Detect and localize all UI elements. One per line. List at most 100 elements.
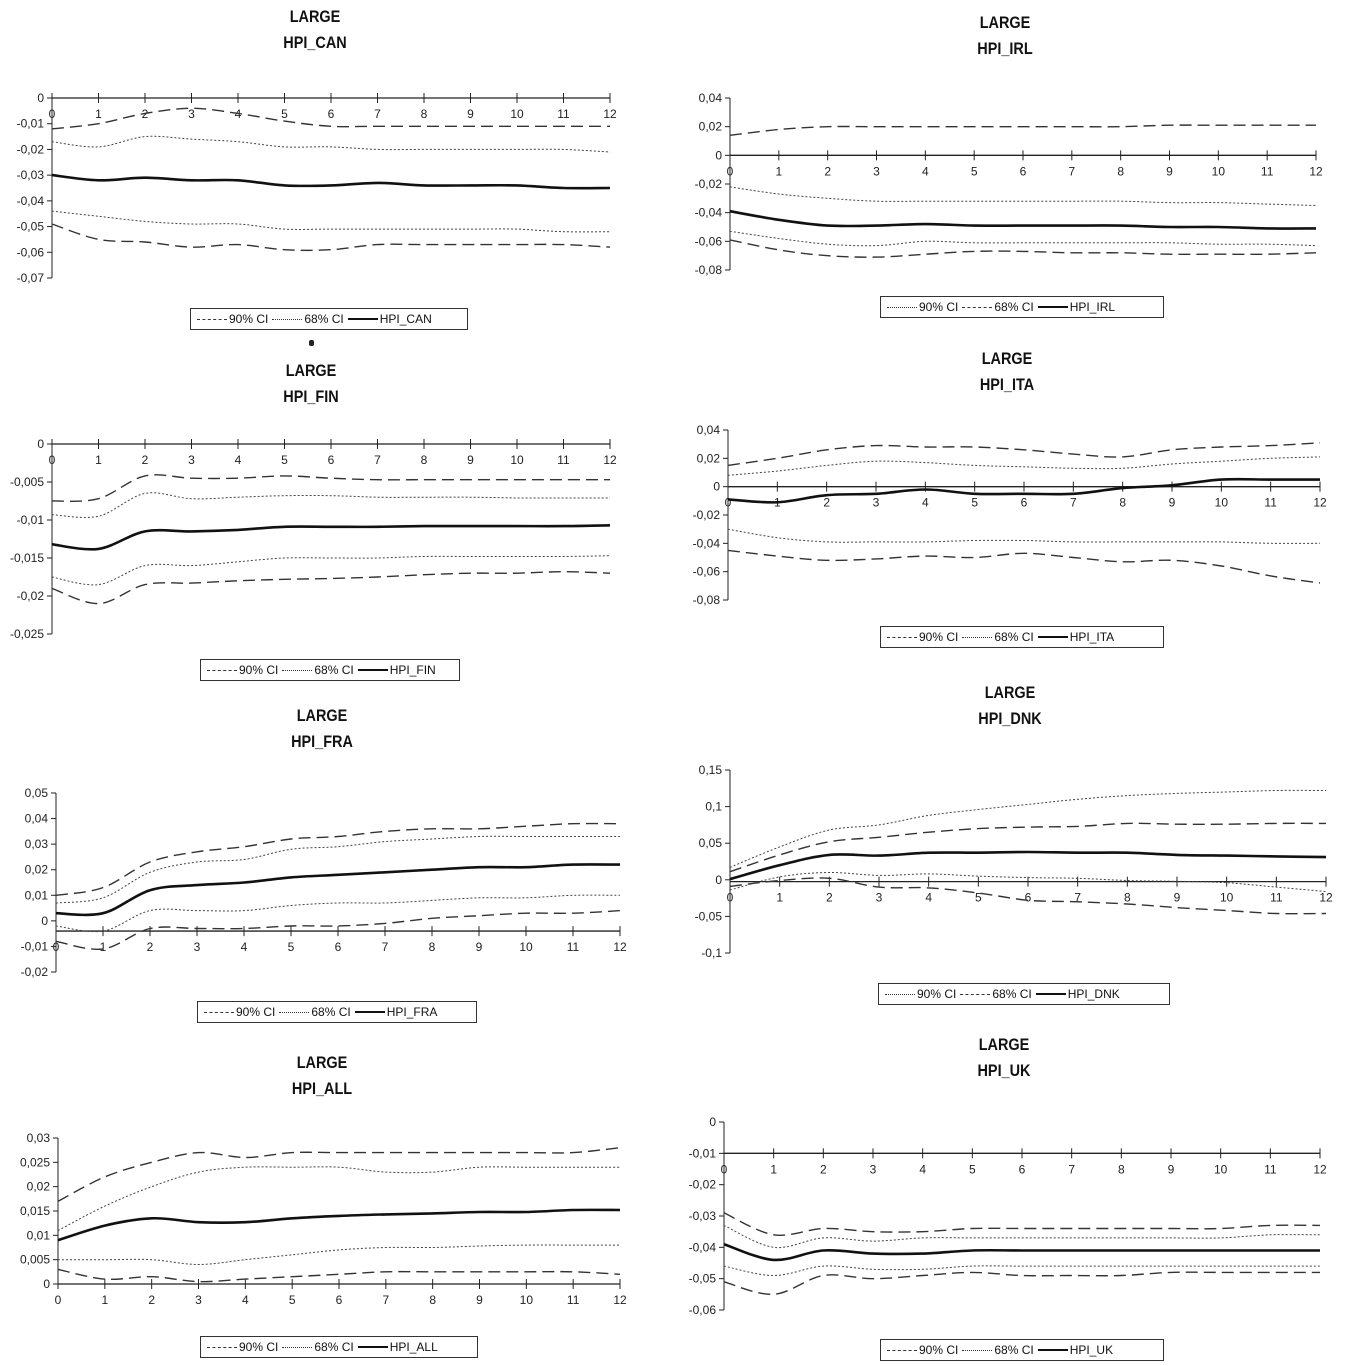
- series-line-dot-1: [55, 835, 620, 904]
- legend-swatch: [357, 1346, 388, 1348]
- series-line-dot-3: [51, 210, 611, 233]
- y-tick-label: -0,02: [17, 589, 45, 603]
- series-line-dot-3: [723, 1265, 1320, 1277]
- x-tick-label: 8: [429, 1293, 436, 1307]
- chart-title-line-2: HPI_UK: [977, 1061, 1031, 1080]
- x-tick-label: 10: [1215, 496, 1229, 510]
- x-tick-label: 6: [328, 453, 335, 467]
- legend-swatch: [197, 318, 227, 320]
- x-tick-label: 2: [147, 940, 154, 954]
- x-tick-label: 9: [476, 940, 483, 954]
- chart-title: LARGE HPI_CAN: [188, 4, 443, 56]
- chart-legend: 90% CI 68% CI HPI_IRL: [880, 296, 1164, 318]
- x-tick-label: 9: [1166, 164, 1173, 178]
- series-line-dash-0: [729, 124, 1316, 136]
- x-tick-label: 12: [603, 107, 617, 121]
- x-tick-label: 0: [727, 891, 734, 905]
- legend-swatch: [1037, 636, 1068, 638]
- x-tick-label: 11: [1264, 1162, 1277, 1176]
- legend-swatch: [962, 1349, 993, 1351]
- y-tick-label: -0,06: [689, 1303, 717, 1317]
- legend-item: 68% CI: [960, 987, 1032, 1001]
- x-tick-label: 11: [1264, 496, 1277, 510]
- legend-swatch: [1037, 1349, 1068, 1351]
- legend-label: 68% CI: [994, 630, 1034, 644]
- x-tick-label: 2: [826, 891, 833, 905]
- x-tick-label: 2: [820, 1162, 827, 1176]
- x-tick-label: 3: [870, 1162, 877, 1176]
- y-tick-label: 0,04: [25, 812, 49, 826]
- x-tick-label: 8: [1119, 496, 1126, 510]
- series-line-dash-4: [51, 223, 611, 252]
- y-tick-label: 0: [709, 1115, 716, 1129]
- x-tick-label: 0: [55, 1293, 62, 1307]
- y-tick-label: 0,005: [20, 1253, 50, 1267]
- series-line-dash-4: [57, 1268, 621, 1283]
- x-tick-label: 4: [235, 107, 242, 121]
- x-tick-label: 1: [101, 1293, 108, 1307]
- x-tick-label: 1: [100, 940, 107, 954]
- y-tick-label: -0,06: [693, 565, 721, 579]
- x-tick-label: 8: [421, 107, 428, 121]
- series-line-dash-0: [727, 442, 1321, 467]
- y-tick-label: 0,01: [27, 1228, 51, 1242]
- legend-item: 68% CI: [282, 1340, 354, 1354]
- x-tick-label: 10: [1220, 891, 1234, 905]
- x-tick-label: 12: [603, 453, 617, 467]
- y-tick-label: 0,03: [25, 837, 49, 851]
- series-line-dash-0: [51, 107, 610, 130]
- y-tick-label: 0,015: [20, 1204, 50, 1218]
- series-line-dash-4: [51, 570, 611, 605]
- legend-item: 90% CI: [204, 1005, 275, 1019]
- x-tick-label: 11: [567, 940, 580, 954]
- x-tick-label: 7: [382, 1293, 389, 1307]
- legend-swatch: [1035, 993, 1066, 995]
- stray-dot-mark: [309, 340, 314, 346]
- x-tick-label: 12: [1313, 1162, 1327, 1176]
- series-line-dot-1: [57, 1166, 620, 1231]
- y-tick-label: -0,03: [689, 1209, 717, 1223]
- chart-title-line-2: HPI_DNK: [978, 709, 1042, 728]
- x-tick-label: 6: [1025, 891, 1032, 905]
- legend-label: 90% CI: [919, 630, 959, 644]
- chart-title-line-2: HPI_IRL: [977, 39, 1033, 58]
- series-line-dash-4: [723, 1271, 1320, 1296]
- chart-title-line-1: LARGE: [978, 1035, 1030, 1054]
- x-tick-label: 12: [1313, 496, 1327, 510]
- y-tick-label: -0,06: [17, 245, 45, 259]
- legend-swatch: [960, 993, 991, 995]
- x-tick-label: 12: [613, 940, 627, 954]
- x-tick-label: 9: [467, 107, 474, 121]
- series-line-solid-2: [51, 173, 611, 190]
- y-tick-label: -0,015: [10, 551, 44, 565]
- x-tick-label: 3: [873, 496, 880, 510]
- legend-item: 90% CI: [207, 1340, 278, 1354]
- x-tick-label: 5: [971, 164, 978, 178]
- legend-label: 90% CI: [239, 663, 279, 677]
- y-tick-label: 0,04: [699, 91, 723, 105]
- y-tick-label: 0: [715, 873, 722, 887]
- x-tick-label: 11: [567, 1293, 580, 1307]
- y-tick-label: 0: [713, 480, 720, 494]
- series-line-dash-4: [55, 909, 621, 951]
- y-tick-label: -0,07: [17, 271, 45, 285]
- x-tick-label: 1: [775, 164, 782, 178]
- x-tick-label: 2: [148, 1293, 155, 1307]
- series-line-solid-2: [55, 863, 621, 917]
- x-tick-label: 3: [195, 1293, 202, 1307]
- legend-label: 68% CI: [994, 300, 1034, 314]
- legend-label: 90% CI: [919, 300, 959, 314]
- legend-item: HPI_FRA: [354, 1005, 437, 1019]
- series-line-dash-0: [57, 1147, 621, 1202]
- x-tick-label: 6: [336, 1293, 343, 1307]
- y-tick-label: -0,05: [695, 909, 723, 923]
- y-tick-label: 0,1: [705, 800, 722, 814]
- series-line-dot-1: [723, 1224, 1321, 1249]
- x-tick-label: 6: [1021, 496, 1028, 510]
- legend-swatch: [347, 318, 378, 320]
- chart-title-line-1: LARGE: [979, 13, 1031, 32]
- series-line-dash-0: [51, 474, 610, 502]
- y-tick-label: -0,08: [693, 593, 721, 607]
- y-tick-label: 0,02: [699, 120, 723, 134]
- legend-item: 90% CI: [887, 630, 958, 644]
